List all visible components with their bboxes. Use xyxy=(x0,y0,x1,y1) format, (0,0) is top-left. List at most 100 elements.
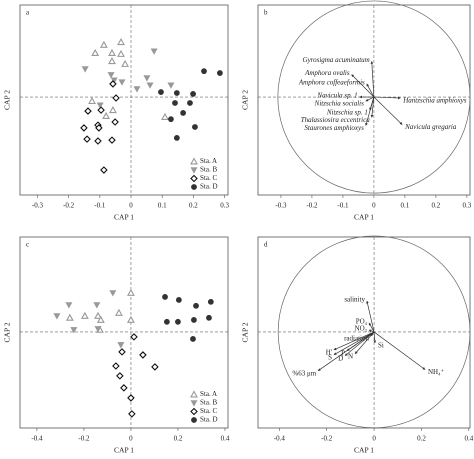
marker xyxy=(112,94,120,102)
vector-label: radiation xyxy=(344,335,369,343)
legend-marker xyxy=(190,407,198,416)
vector xyxy=(368,329,375,333)
x-tick-label: -0.2 xyxy=(63,202,75,210)
marker xyxy=(109,290,117,297)
marker xyxy=(133,86,141,93)
vector xyxy=(366,300,375,332)
x-tick-label: 0.3 xyxy=(220,202,229,210)
marker xyxy=(201,68,207,75)
vector-label: Amphora coffeaeformis xyxy=(298,79,365,87)
marker xyxy=(117,342,125,349)
marker xyxy=(70,327,78,334)
x-tick-label: 0 xyxy=(129,202,133,210)
marker xyxy=(190,336,196,342)
marker xyxy=(108,136,116,144)
marker xyxy=(128,410,136,418)
vector-label: Gyrosigma acuminatum xyxy=(303,56,370,64)
marker xyxy=(81,66,89,73)
marker xyxy=(109,80,117,88)
vector xyxy=(365,96,375,126)
x-tick-label: -0.2 xyxy=(306,202,318,210)
vector-label: Thalassiosira eccentrica xyxy=(301,116,371,124)
vector xyxy=(370,96,375,118)
marker xyxy=(94,137,102,145)
marker xyxy=(93,302,101,309)
vector-label: Amphora ovalis xyxy=(304,69,350,77)
marker xyxy=(94,311,102,319)
vector-label: salinity xyxy=(344,296,365,304)
marker xyxy=(207,298,214,305)
vector-label: Navicula gregaria xyxy=(404,123,457,131)
marker xyxy=(192,124,198,130)
correlation-circle xyxy=(277,0,471,194)
vector xyxy=(373,96,401,100)
x-tick-label: -0.2 xyxy=(78,435,90,443)
marker xyxy=(102,111,111,120)
vector xyxy=(373,331,426,370)
marker xyxy=(96,315,105,323)
legend-label: Sta. C xyxy=(200,407,217,415)
marker xyxy=(80,311,89,319)
marker xyxy=(127,394,135,402)
marker xyxy=(143,75,151,82)
x-tick-label: 0.2 xyxy=(417,435,426,443)
legend-label: Sta. C xyxy=(200,174,217,182)
x-axis-label: CAP 1 xyxy=(114,446,134,455)
x-tick-label: -0.1 xyxy=(337,202,349,210)
y-axis-label: CAP 2 xyxy=(241,90,250,110)
marker xyxy=(111,118,119,126)
y-axis-label: CAP 2 xyxy=(241,322,250,342)
marker xyxy=(91,48,100,56)
marker xyxy=(117,49,125,57)
marker xyxy=(162,294,168,300)
legend-marker xyxy=(190,167,198,174)
legend-label: Sta. D xyxy=(200,183,218,191)
marker xyxy=(112,362,120,370)
marker xyxy=(80,124,88,132)
marker xyxy=(190,91,196,97)
vector xyxy=(368,322,375,333)
x-tick-label: 0.1 xyxy=(401,202,410,210)
marker xyxy=(187,100,193,106)
marker xyxy=(107,72,115,79)
vector xyxy=(333,331,375,356)
marker xyxy=(175,297,182,303)
marker xyxy=(88,96,96,105)
marker xyxy=(96,102,104,109)
marker xyxy=(173,90,180,96)
marker xyxy=(151,363,159,371)
x-tick-label: -0.4 xyxy=(274,435,286,443)
legend-marker xyxy=(190,400,198,407)
legend-marker xyxy=(191,417,197,423)
marker xyxy=(161,112,169,120)
vector-label: Navicula sp. 1 xyxy=(316,92,357,100)
x-tick-label: 0.4 xyxy=(464,435,473,443)
x-tick-label: 0.2 xyxy=(174,435,183,443)
marker xyxy=(168,116,174,123)
x-tick-label: -0.1 xyxy=(94,202,106,210)
vector xyxy=(365,96,375,102)
vector xyxy=(354,331,375,355)
vector-label: Staurones amphioxys xyxy=(304,124,364,132)
legend-label: Sta. A xyxy=(200,157,217,165)
vector-label: Si xyxy=(378,341,384,349)
y-axis-label: CAP 2 xyxy=(3,322,12,342)
marker xyxy=(167,82,175,89)
vector-label: H' xyxy=(326,348,332,356)
x-tick-label: 0 xyxy=(372,435,376,443)
marker xyxy=(216,70,223,76)
vector xyxy=(333,331,375,351)
marker xyxy=(53,313,61,320)
x-axis-label: CAP 1 xyxy=(354,213,374,222)
vector xyxy=(351,74,375,98)
x-tick-label: 0.2 xyxy=(189,202,198,210)
marker xyxy=(146,82,154,89)
vector-label: PO₄ xyxy=(356,318,368,326)
marker xyxy=(139,351,147,359)
marker xyxy=(95,124,103,132)
marker xyxy=(100,166,108,174)
panel-label: c xyxy=(26,241,29,249)
legend-marker xyxy=(190,157,198,165)
marker xyxy=(117,37,125,46)
